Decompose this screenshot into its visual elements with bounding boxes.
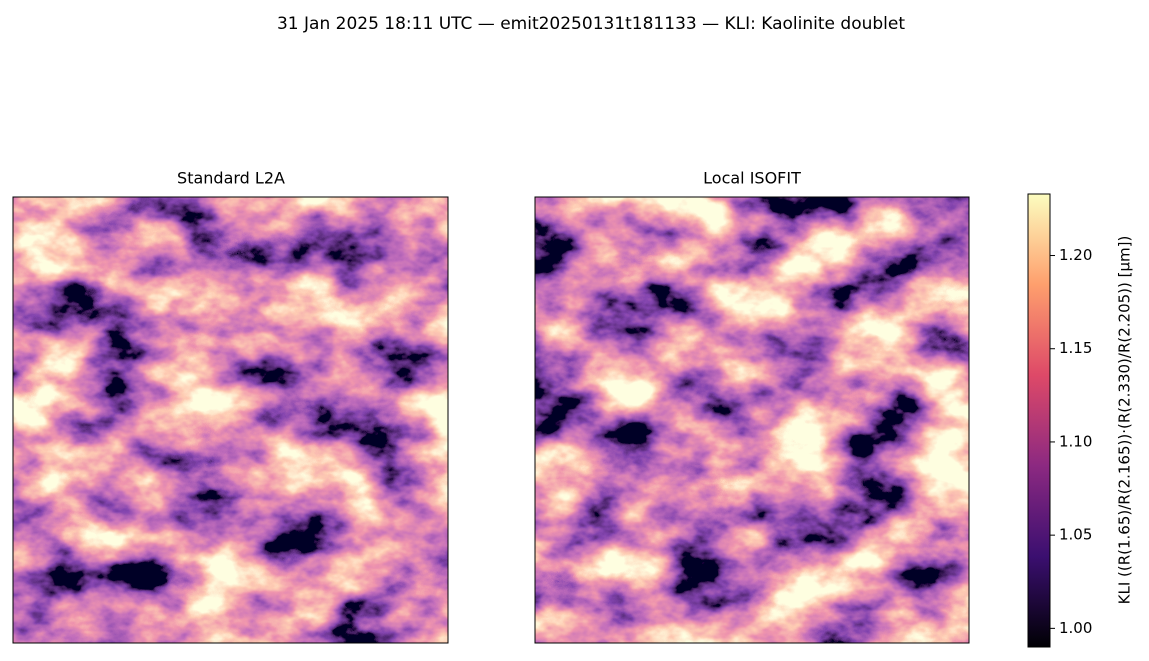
image-panel xyxy=(535,197,969,643)
colorbar-label: KLI ((R(1.65)/R(2.165))·(R(2.330)/R(2.20… xyxy=(1116,236,1134,605)
colorbar-tick-label: 1.00 xyxy=(1059,619,1092,637)
panel-frame xyxy=(534,196,970,644)
colorbar-tick-label: 1.10 xyxy=(1059,432,1092,450)
colorbar-tick-label: 1.20 xyxy=(1059,246,1092,264)
colorbar xyxy=(1027,193,1051,648)
panel-title: Standard L2A xyxy=(177,169,285,188)
panel-title: Local ISOFIT xyxy=(703,169,801,188)
colorbar-tick-label: 1.15 xyxy=(1059,339,1092,357)
colorbar-tick-label: 1.05 xyxy=(1059,526,1092,544)
panel-frame xyxy=(12,196,449,644)
image-panel xyxy=(13,197,448,643)
figure-title: 31 Jan 2025 18:11 UTC — emit20250131t181… xyxy=(277,14,905,34)
